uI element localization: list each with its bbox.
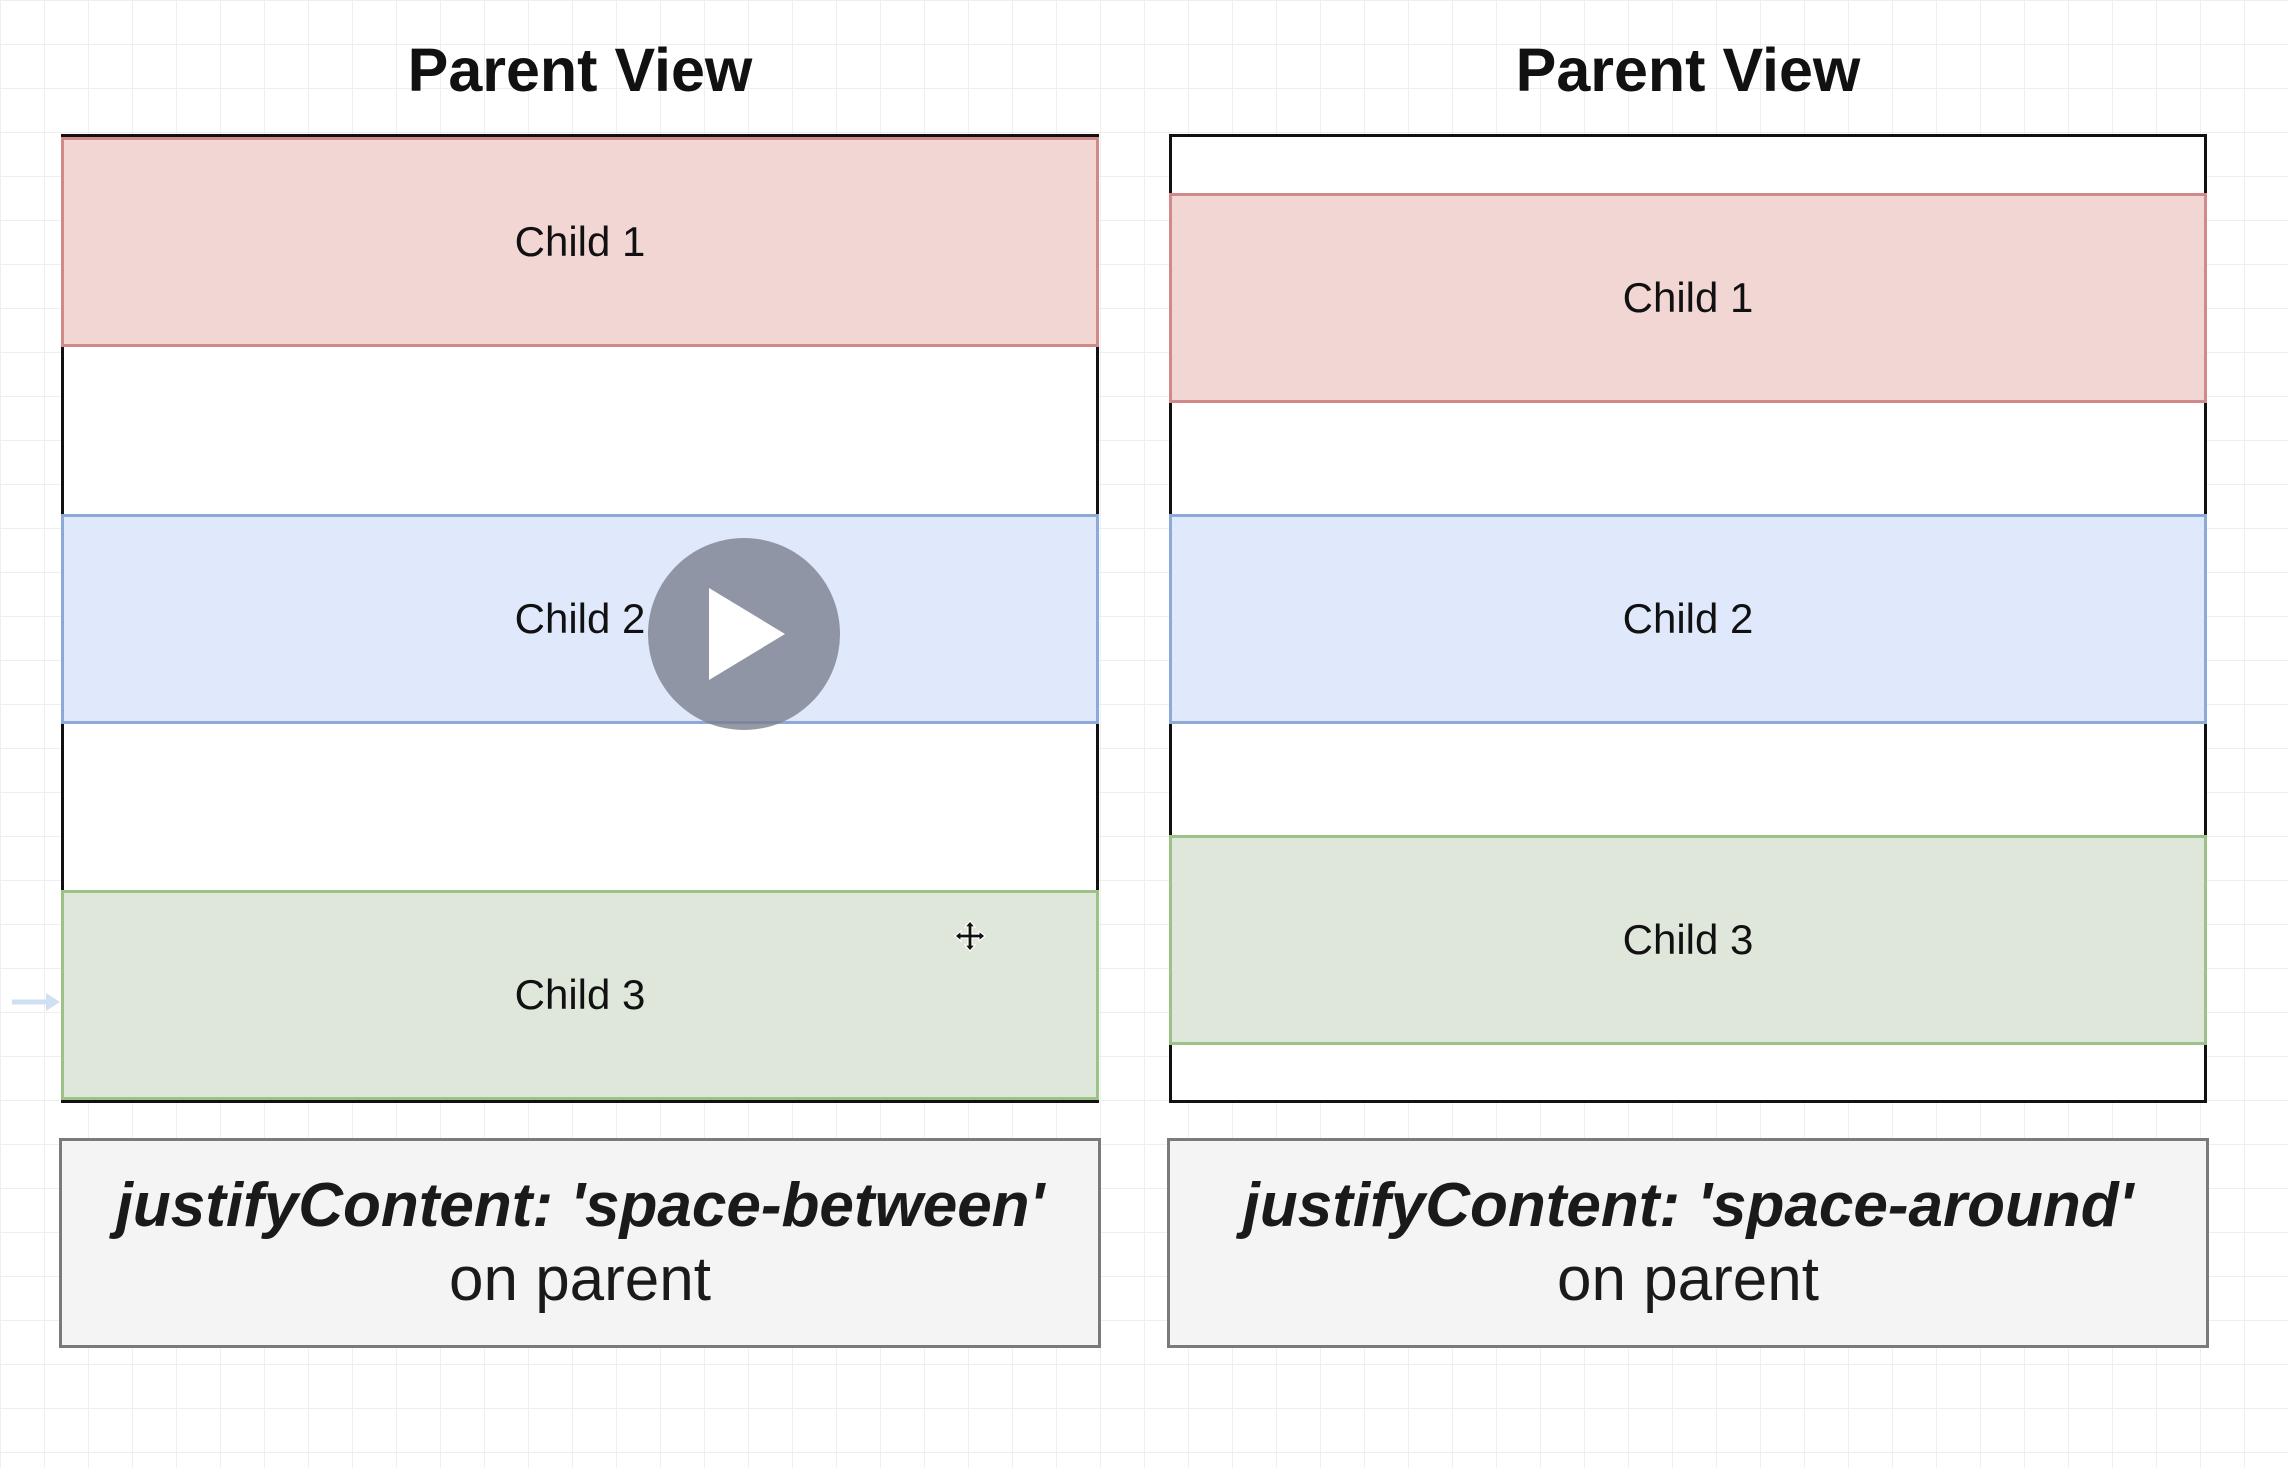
right-child-1: Child 1: [1169, 192, 2207, 403]
play-icon: [709, 588, 785, 680]
right-child-2: Child 2: [1169, 513, 2207, 724]
right-child-3: Child 3: [1169, 834, 2207, 1045]
right-caption-sub: on parent: [1557, 1245, 1819, 1314]
right-parent-title: Parent View: [1515, 36, 1861, 104]
right-parent-view: Child 1 Child 2 Child 3: [1169, 134, 2207, 1103]
left-child-1: Child 1: [61, 137, 1099, 347]
play-button[interactable]: [648, 538, 840, 730]
left-child-3: Child 3: [61, 890, 1099, 1100]
left-caption: justifyContent: 'space-between' on paren…: [59, 1138, 1101, 1348]
left-caption-code: justifyContent: 'space-between': [115, 1171, 1045, 1240]
right-caption-code: justifyContent: 'space-around': [1242, 1171, 2134, 1240]
left-parent-title: Parent View: [407, 36, 753, 104]
move-cursor-icon: [954, 920, 986, 952]
arrow-right-icon: [12, 993, 60, 1011]
right-caption: justifyContent: 'space-around' on parent: [1167, 1138, 2209, 1348]
left-parent-view: Child 1 Child 2 Child 3: [61, 134, 1099, 1103]
left-child-2: Child 2: [61, 513, 1099, 724]
left-caption-sub: on parent: [449, 1245, 711, 1314]
